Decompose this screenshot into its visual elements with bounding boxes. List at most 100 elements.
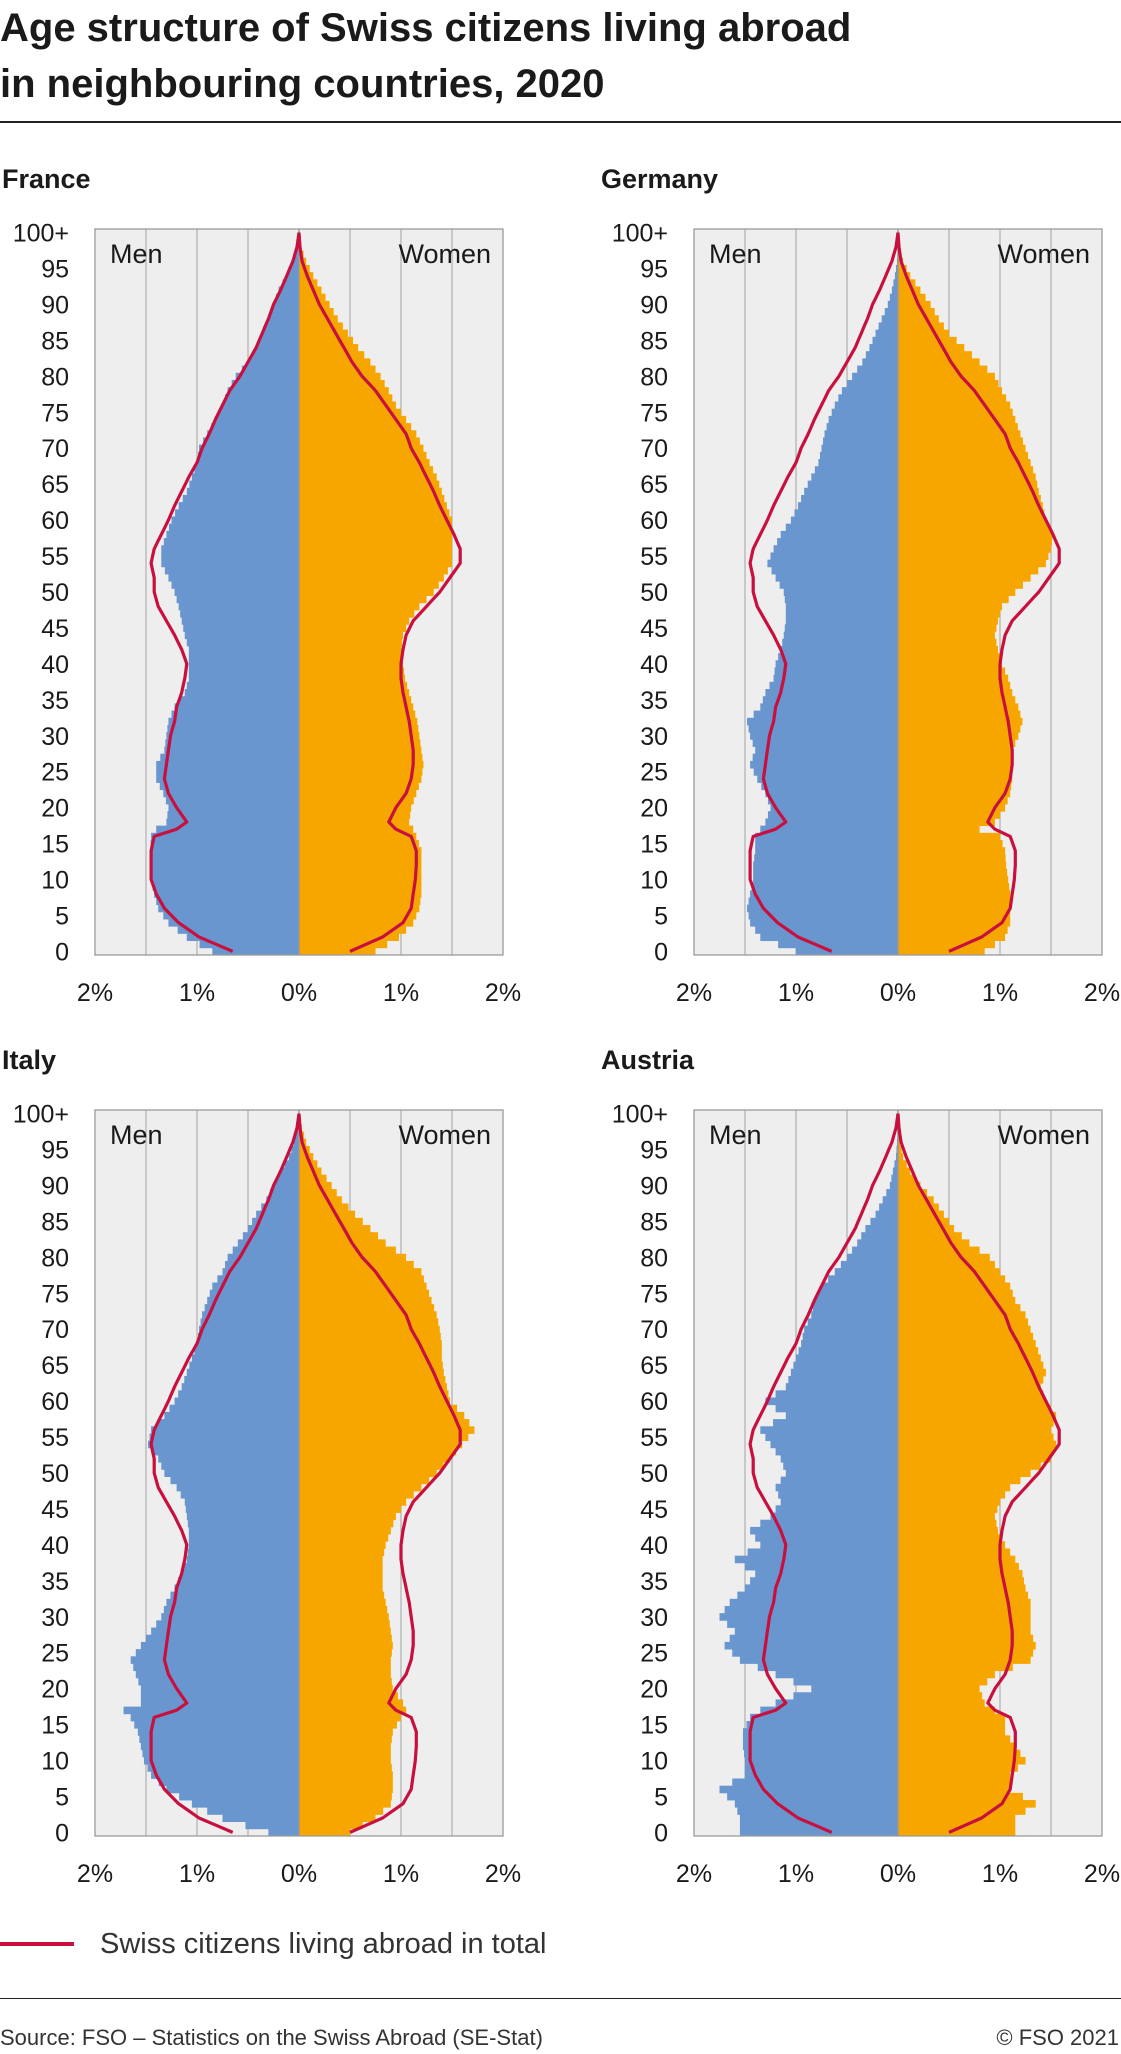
bar-men-age-3 bbox=[755, 926, 898, 934]
bar-women-age-72 bbox=[299, 1311, 437, 1319]
bar-men-age-94 bbox=[286, 272, 299, 280]
bar-men-age-27 bbox=[752, 753, 898, 762]
bar-men-age-51 bbox=[783, 1462, 898, 1470]
bar-men-age-55 bbox=[765, 1433, 898, 1442]
total-line-men bbox=[748, 232, 900, 953]
bar-men-age-50 bbox=[785, 1469, 898, 1477]
bar-women-age-38 bbox=[299, 1555, 383, 1564]
bar-men-age-77 bbox=[217, 1275, 299, 1283]
bar-men-age-13 bbox=[139, 1735, 299, 1743]
bar-men-age-81 bbox=[857, 365, 898, 374]
bar-men-age-74 bbox=[215, 415, 299, 424]
bar-men-age-59 bbox=[785, 523, 898, 532]
bar-women-age-32 bbox=[898, 1598, 1031, 1607]
bar-women-age-58 bbox=[898, 530, 1054, 539]
bar-women-age-46 bbox=[299, 617, 410, 625]
bar-women-age-22 bbox=[898, 789, 1011, 798]
pyramid-chart-france: Men Women 0 5 10 15 20 25 30 35 40 45 50 55 60 65 70 75 80… bbox=[13, 220, 521, 1007]
bar-women-age-1 bbox=[898, 1821, 1016, 1830]
bar-men-age-3 bbox=[177, 926, 299, 934]
y-tick-label: 55 bbox=[41, 543, 69, 571]
bar-men-age-56 bbox=[773, 545, 898, 553]
bar-women-age-76 bbox=[299, 401, 396, 410]
bar-women-age-3 bbox=[299, 1807, 384, 1815]
bar-men-age-85 bbox=[872, 336, 898, 345]
bar-women-age-16 bbox=[299, 1713, 401, 1722]
label-men: Men bbox=[709, 239, 762, 269]
y-tick-label: 15 bbox=[41, 831, 69, 859]
bar-men-age-1 bbox=[778, 940, 898, 949]
bar-women-age-8 bbox=[898, 1771, 1011, 1779]
bar-women-age-86 bbox=[898, 329, 949, 338]
bar-women-age-84 bbox=[898, 1225, 955, 1233]
bar-women-age-9 bbox=[898, 1764, 1018, 1772]
bar-women-age-14 bbox=[898, 847, 1006, 855]
bar-men-age-90 bbox=[273, 300, 299, 309]
bar-women-age-69 bbox=[898, 451, 1029, 460]
bar-women-age-13 bbox=[299, 854, 422, 862]
bar-women-age-40 bbox=[299, 1541, 386, 1549]
bar-women-age-15 bbox=[299, 1720, 397, 1729]
bar-men-age-80 bbox=[227, 1253, 299, 1262]
bar-women-age-83 bbox=[299, 351, 365, 359]
bar-men-age-7 bbox=[156, 897, 299, 906]
y-tick-label: 90 bbox=[640, 291, 668, 319]
bar-men-age-22 bbox=[135, 1670, 299, 1679]
bar-men-age-6 bbox=[158, 904, 299, 913]
bar-women-age-25 bbox=[898, 768, 1013, 776]
bar-women-age-6 bbox=[299, 904, 420, 913]
bar-women-age-58 bbox=[299, 1411, 465, 1420]
bar-men-age-35 bbox=[179, 696, 299, 704]
bar-men-age-26 bbox=[750, 760, 898, 769]
bar-women-age-71 bbox=[299, 437, 420, 446]
bar-men-age-8 bbox=[745, 1771, 898, 1779]
bar-men-age-96 bbox=[292, 257, 299, 266]
bar-women-age-46 bbox=[898, 617, 998, 625]
bar-women-age-83 bbox=[898, 1232, 962, 1240]
bar-men-age-72 bbox=[207, 430, 299, 438]
y-tick-label: 15 bbox=[640, 831, 668, 859]
bar-women-age-12 bbox=[299, 861, 422, 870]
bar-women-age-23 bbox=[299, 1663, 391, 1672]
bar-men-age-19 bbox=[793, 1692, 898, 1700]
y-tick-label: 95 bbox=[41, 256, 69, 284]
bar-men-age-10 bbox=[151, 875, 299, 884]
bar-women-age-18 bbox=[299, 1699, 404, 1708]
bar-women-age-5 bbox=[299, 1792, 392, 1801]
bar-men-age-93 bbox=[894, 1160, 898, 1168]
bar-women-age-84 bbox=[898, 344, 965, 352]
bar-women-age-1 bbox=[299, 1821, 363, 1830]
y-tick-label: 45 bbox=[41, 615, 69, 643]
bar-women-age-6 bbox=[898, 904, 1011, 913]
bar-women-age-33 bbox=[898, 710, 1021, 719]
bar-men-age-72 bbox=[824, 430, 898, 438]
bar-women-age-26 bbox=[299, 760, 424, 769]
bar-men-age-51 bbox=[161, 1462, 299, 1470]
bar-men-age-44 bbox=[186, 1512, 299, 1521]
bar-women-age-90 bbox=[299, 300, 330, 309]
x-tick-label: 2% bbox=[1084, 1860, 1120, 1888]
bar-men-age-5 bbox=[748, 911, 898, 920]
bar-women-age-65 bbox=[898, 480, 1038, 489]
bar-men-age-54 bbox=[767, 559, 898, 568]
bar-men-age-14 bbox=[137, 1728, 299, 1736]
bar-men-age-88 bbox=[881, 315, 898, 323]
bar-women-age-17 bbox=[299, 825, 414, 834]
y-tick-label: 70 bbox=[640, 1316, 668, 1344]
bar-men-age-67 bbox=[814, 466, 898, 474]
bar-women-age-89 bbox=[898, 308, 935, 316]
bar-women-age-76 bbox=[898, 401, 1011, 410]
bar-men-age-59 bbox=[775, 1404, 898, 1413]
bar-women-age-27 bbox=[898, 753, 1013, 762]
bar-men-age-60 bbox=[790, 516, 898, 525]
bar-women-age-32 bbox=[898, 717, 1023, 726]
total-line-men bbox=[748, 1113, 900, 1834]
bar-men-age-25 bbox=[732, 1649, 898, 1657]
y-tick-label: 50 bbox=[41, 579, 69, 607]
y-tick-label: 60 bbox=[41, 507, 69, 535]
bar-women-age-39 bbox=[299, 1548, 385, 1557]
bar-men-age-20 bbox=[168, 804, 299, 812]
bar-men-age-80 bbox=[847, 1253, 898, 1262]
bar-women-age-31 bbox=[898, 724, 1021, 733]
